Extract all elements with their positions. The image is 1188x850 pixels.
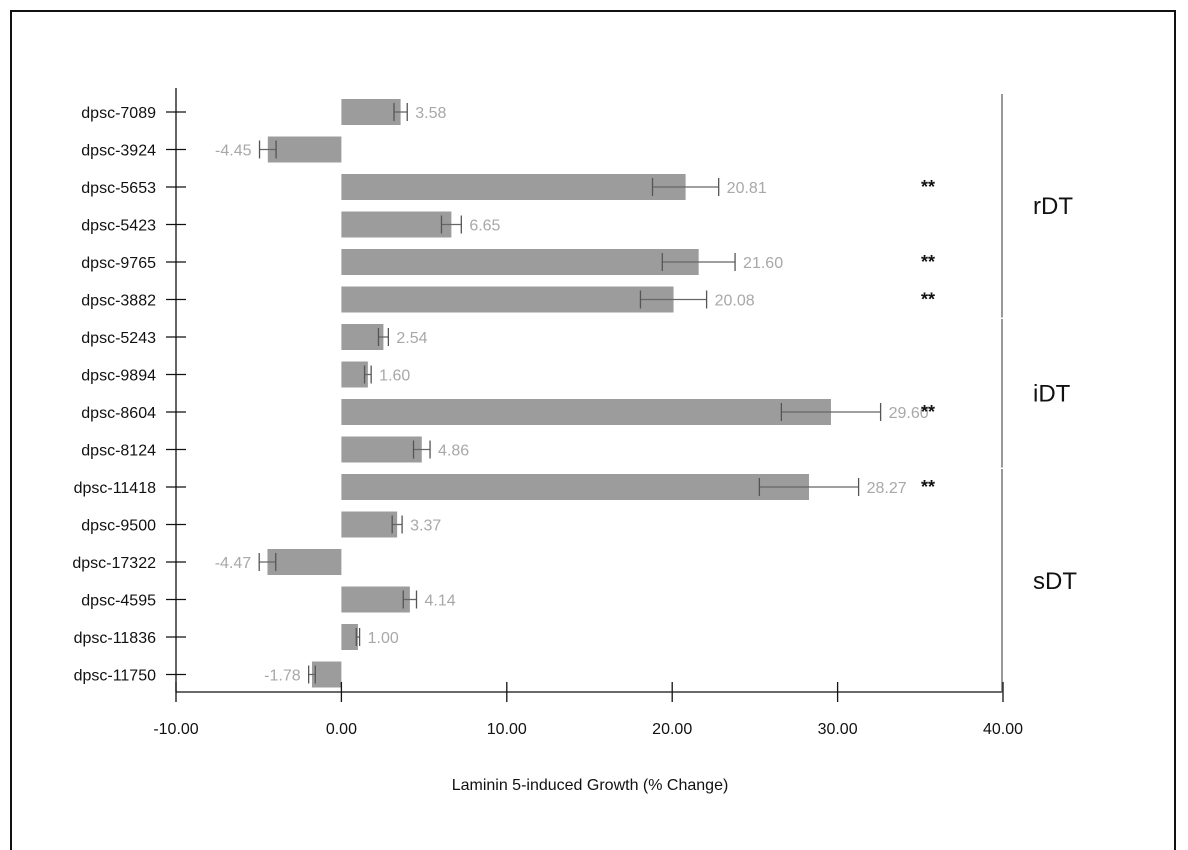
- y-tick-label: dpsc-4595: [81, 593, 156, 610]
- x-tick-label: 0.00: [326, 721, 357, 738]
- bar: [341, 586, 410, 613]
- x-tick-label: -10.00: [153, 721, 198, 738]
- y-tick-label: dpsc-3924: [81, 143, 156, 160]
- y-tick-label: dpsc-5423: [81, 218, 156, 235]
- y-tick-label: dpsc-5243: [81, 330, 156, 347]
- error-bars-layer: [258, 103, 882, 684]
- bar: [341, 361, 368, 388]
- group-label: rDT: [1033, 193, 1073, 220]
- bar: [311, 661, 342, 688]
- bars-layer: [267, 99, 831, 688]
- groups-layer: rDT iDT sDT: [1001, 94, 1077, 693]
- bar: [341, 174, 686, 200]
- y-tick-label: dpsc-17322: [72, 555, 156, 572]
- data-label: -4.47: [215, 555, 252, 572]
- data-label: -1.78: [264, 668, 301, 685]
- x-tick-label: 20.00: [652, 721, 692, 738]
- significance-marker: **: [921, 177, 935, 197]
- bar: [341, 474, 809, 500]
- y-tick-label: dpsc-8604: [81, 405, 156, 422]
- bar: [341, 399, 831, 425]
- y-tick-label: dpsc-3882: [81, 293, 156, 310]
- y-tick-label: dpsc-8124: [81, 443, 156, 460]
- y-tick-label: dpsc-11750: [74, 668, 157, 685]
- data-label: -4.45: [215, 143, 252, 160]
- data-label: 3.58: [415, 105, 446, 122]
- bar: [341, 436, 422, 463]
- data-label: 6.65: [469, 218, 500, 235]
- data-label: 4.86: [438, 443, 469, 460]
- y-tick-label: dpsc-7089: [81, 105, 156, 122]
- bar: [341, 624, 358, 650]
- significance-marker: **: [921, 252, 935, 272]
- significance-marker: **: [921, 477, 935, 497]
- y-tick-label: dpsc-9894: [81, 368, 156, 385]
- chart-frame: [10, 10, 1176, 850]
- bar: [341, 511, 398, 538]
- x-tick-label: 40.00: [983, 721, 1023, 738]
- bar: [341, 99, 401, 125]
- y-tick-label: dpsc-9765: [81, 255, 156, 272]
- bar: [267, 136, 342, 163]
- x-tick-label: 30.00: [818, 721, 858, 738]
- significance-marker: **: [921, 402, 935, 422]
- y-tick-label: dpsc-11836: [74, 630, 157, 647]
- data-label: 20.08: [715, 293, 755, 310]
- bar: [341, 249, 699, 275]
- bar: [267, 549, 342, 575]
- data-label: 2.54: [396, 330, 427, 347]
- data-label: 28.27: [867, 480, 907, 497]
- axes-layer: -10.00 0.00 10.00 20.00 30.00 40.00 dpsc-7089 d…: [72, 88, 1023, 738]
- significance-marker: **: [921, 290, 935, 310]
- data-label: 29.60: [889, 405, 929, 422]
- data-label: 21.60: [743, 255, 783, 272]
- x-tick-label: 10.00: [487, 721, 527, 738]
- group-label: iDT: [1033, 380, 1071, 407]
- data-label: 1.60: [379, 368, 410, 385]
- data-label: 20.81: [727, 180, 767, 197]
- x-axis-title: Laminin 5-induced Growth (% Change): [452, 777, 729, 794]
- y-tick-label: dpsc-9500: [81, 518, 156, 535]
- bar: [341, 211, 452, 238]
- data-label: 3.37: [410, 518, 441, 535]
- y-tick-label: dpsc-5653: [81, 180, 156, 197]
- data-label: 4.14: [424, 593, 455, 610]
- data-label: 1.00: [368, 630, 399, 647]
- bar: [341, 286, 674, 313]
- labels-layer: 3.58 -4.45 20.81 ** 6.65 21.60 ** 20.08 ** 2.54 1.…: [215, 105, 935, 685]
- group-label: sDT: [1033, 568, 1077, 595]
- y-tick-label: dpsc-11418: [74, 480, 157, 497]
- bar: [341, 324, 384, 350]
